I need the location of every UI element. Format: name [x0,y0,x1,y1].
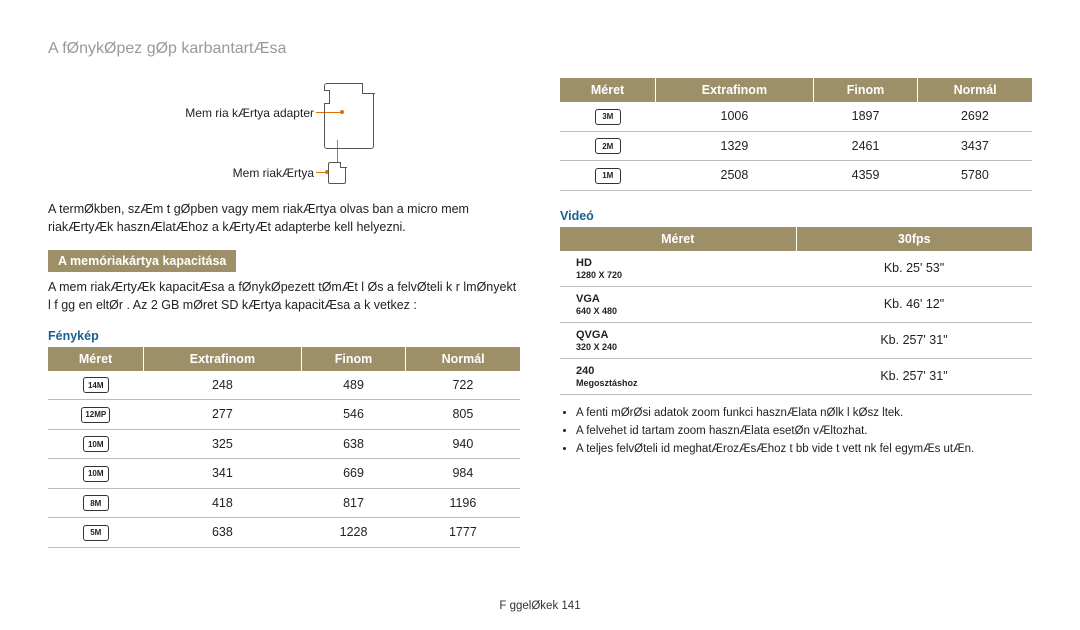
table-row: 5M63812281777 [48,518,520,548]
photo-table-2: Méret Extrafinom Finom Normál 3M10061897… [560,78,1032,191]
th-extrafine: Extrafinom [144,347,302,371]
th-fine-2: Finom [813,78,917,102]
table-row: 2M132924613437 [560,131,1032,161]
video-heading: Videó [560,209,1032,223]
th-size: Méret [48,347,144,371]
note-item: A teljes felvØteli id meghatÆrozÆsÆhoz t… [576,441,1032,458]
table-row: 8M4188171196 [48,488,520,518]
right-column: Méret Extrafinom Finom Normál 3M10061897… [560,78,1032,548]
table-row: 14M248489722 [48,371,520,400]
vth-size: Méret [560,227,796,251]
vth-fps: 30fps [796,227,1032,251]
th-size-2: Méret [560,78,656,102]
th-normal-2: Normál [918,78,1032,102]
th-fine: Finom [301,347,405,371]
paragraph-1: A termØkben, szÆm t gØpben vagy mem riak… [48,200,520,236]
content-columns: Mem ria kÆrtya adapter Mem riakÆrtya A t… [48,78,1032,548]
table-row: HD1280 X 720Kb. 25' 53" [560,251,1032,287]
table-row: 1M250843595780 [560,161,1032,191]
note-item: A fenti mØrØsi adatok zoom funkci hasznÆ… [576,405,1032,422]
sd-adapter-diagram: Mem ria kÆrtya adapter Mem riakÆrtya [134,78,434,188]
page-footer: F ggelØkek 141 [0,600,1080,612]
video-table: Méret 30fps HD1280 X 720Kb. 25' 53"VGA64… [560,227,1032,395]
table-row: 10M341669984 [48,459,520,489]
adapter-label: Mem ria kÆrtya adapter [134,106,314,120]
note-item: A felvehet id tartam zoom hasznÆlata ese… [576,423,1032,440]
micro-sd-icon [328,162,346,184]
footer-page: 141 [561,600,580,612]
footer-label: F ggelØkek [499,600,558,612]
video-notes: A fenti mØrØsi adatok zoom funkci hasznÆ… [560,405,1032,459]
section-title-capacity: A memóriakártya kapacitása [48,250,236,272]
photo-table-1: Méret Extrafinom Finom Normál 14M2484897… [48,347,520,548]
table-row: 10M325638940 [48,429,520,459]
page-title: A fØnykØpez gØp karbantartÆsa [48,40,1032,58]
sd-adapter-icon [324,83,374,149]
th-extrafine-2: Extrafinom [656,78,814,102]
photo-heading: Fénykép [48,329,520,343]
table-row: QVGA320 X 240Kb. 257' 31" [560,322,1032,358]
table-row: 12MP277546805 [48,400,520,430]
left-column: Mem ria kÆrtya adapter Mem riakÆrtya A t… [48,78,520,548]
card-label: Mem riakÆrtya [134,166,314,180]
table-row: 240MegosztáshozKb. 257' 31" [560,358,1032,394]
table-row: 3M100618972692 [560,102,1032,131]
th-normal: Normál [406,347,520,371]
capacity-desc: A mem riakÆrtyÆk kapacitÆsa a fØnykØpeze… [48,278,520,314]
table-row: VGA640 X 480Kb. 46' 12" [560,286,1032,322]
